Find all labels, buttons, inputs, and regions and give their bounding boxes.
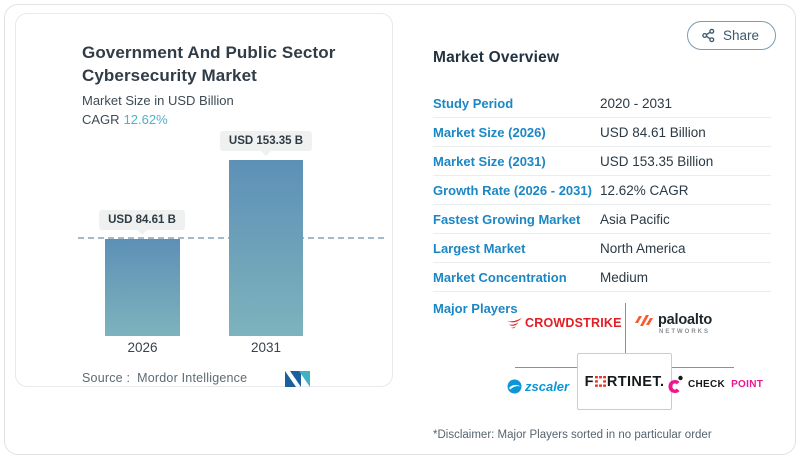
source-row: Source : Mordor Intelligence <box>82 370 310 387</box>
checkpoint-wordmark-point: POINT <box>731 379 764 390</box>
table-row-study-period: Study Period 2020 - 2031 <box>433 89 771 118</box>
fortinet-logo: F RTINET. <box>577 353 672 410</box>
crowdstrike-wordmark: CROWDSTRIKE <box>525 316 622 330</box>
source-value: Mordor Intelligence <box>137 371 248 386</box>
row-label: Largest Market <box>433 241 526 256</box>
row-label: Market Concentration <box>433 270 567 285</box>
row-label: Growth Rate (2026 - 2031) <box>433 183 592 198</box>
row-label: Study Period <box>433 96 514 111</box>
x-axis-label-2031: 2031 <box>250 339 282 355</box>
cagr-label: CAGR <box>82 111 120 127</box>
major-players-logos: CROWDSTRIKE paloalto NETWORKS F <box>495 303 763 421</box>
bar-chart-plot: USD 84.61 B USD 153.35 B <box>78 130 384 336</box>
share-button[interactable]: Share <box>686 21 776 50</box>
table-row-growth-rate: Growth Rate (2026 - 2031) 12.62% CAGR <box>433 176 771 205</box>
market-report-card: Government And Public Sector Cybersecuri… <box>4 4 796 455</box>
bar-2026 <box>105 238 180 336</box>
crowdstrike-falcon-icon <box>507 317 523 329</box>
table-row-market-size-2031: Market Size (2031) USD 153.35 Billion <box>433 147 771 176</box>
row-value: Asia Pacific <box>600 212 670 227</box>
zscaler-globe-icon <box>507 379 522 394</box>
cagr-value: 12.62% <box>123 111 168 127</box>
paloalto-logo: paloalto NETWORKS <box>635 312 712 335</box>
row-label: Market Size (2026) <box>433 125 546 140</box>
x-axis-labels: 2026 2031 <box>82 340 370 360</box>
cagr-line: CAGR 12.62% <box>82 112 372 127</box>
table-row-fastest-growing-market: Fastest Growing Market Asia Pacific <box>433 205 771 234</box>
paloalto-row: paloalto <box>635 312 712 328</box>
chart-title-line1: Government And Public Sector <box>82 43 336 62</box>
bar-2031-value-label: USD 153.35 B <box>219 130 313 156</box>
bar-2031 <box>229 159 303 336</box>
share-button-label: Share <box>722 28 759 43</box>
row-value: Medium <box>600 270 649 285</box>
checkpoint-mark-icon <box>668 375 683 393</box>
disclaimer-text: *Disclaimer: Major Players sorted in no … <box>433 429 712 441</box>
major-players-label: Major Players <box>433 301 518 316</box>
market-overview-panel: Market Overview Study Period 2020 - 2031… <box>419 5 795 441</box>
paloalto-networks-text: NETWORKS <box>659 329 710 335</box>
row-value: USD 84.61 Billion <box>600 125 706 140</box>
x-axis-label-2026: 2026 <box>127 339 158 355</box>
players-connector-vertical <box>625 303 626 353</box>
mordor-intelligence-logo-icon <box>285 370 310 387</box>
players-connector-right <box>672 367 734 368</box>
paloalto-mark-icon <box>635 314 653 326</box>
crowdstrike-logo: CROWDSTRIKE <box>507 316 622 330</box>
row-value: North America <box>600 241 686 256</box>
fortinet-wordmark-f: F <box>584 373 594 390</box>
checkpoint-logo: CHECK POINT <box>667 375 763 394</box>
chart-subtitle: Market Size in USD Billion <box>82 92 234 108</box>
major-players-section: Major Players CROWDSTRIKE <box>433 301 771 421</box>
row-label: Fastest Growing Market <box>433 212 581 227</box>
bar-2026-value-label: USD 84.61 B <box>99 209 185 235</box>
paloalto-wordmark: paloalto <box>658 312 712 328</box>
row-value: USD 153.35 Billion <box>600 154 714 169</box>
players-connector-left <box>515 367 577 368</box>
overview-table: Study Period 2020 - 2031 Market Size (20… <box>433 89 771 292</box>
source-text: Source : Mordor Intelligence <box>82 371 247 385</box>
row-label: Market Size (2031) <box>433 154 546 169</box>
table-row-market-concentration: Market Concentration Medium <box>433 263 771 292</box>
overview-heading: Market Overview <box>433 49 560 66</box>
table-row-largest-market: Largest Market North America <box>433 234 771 263</box>
zscaler-wordmark: zscaler <box>525 379 570 394</box>
chart-title: Government And Public Sector Cybersecuri… <box>82 42 372 88</box>
fortinet-dotted-o-icon <box>594 376 606 387</box>
share-nodes-icon <box>702 28 715 43</box>
fortinet-wordmark-rest: RTINET. <box>606 373 665 390</box>
row-value: 12.62% CAGR <box>600 183 689 198</box>
chart-card: Government And Public Sector Cybersecuri… <box>15 13 393 387</box>
table-row-market-size-2026: Market Size (2026) USD 84.61 Billion <box>433 118 771 147</box>
row-value: 2020 - 2031 <box>600 96 673 111</box>
chart-title-line2: Cybersecurity Market <box>82 65 257 85</box>
source-label: Source : <box>82 371 131 386</box>
zscaler-logo: zscaler <box>507 379 569 394</box>
checkpoint-wordmark-check: CHECK <box>688 379 726 390</box>
